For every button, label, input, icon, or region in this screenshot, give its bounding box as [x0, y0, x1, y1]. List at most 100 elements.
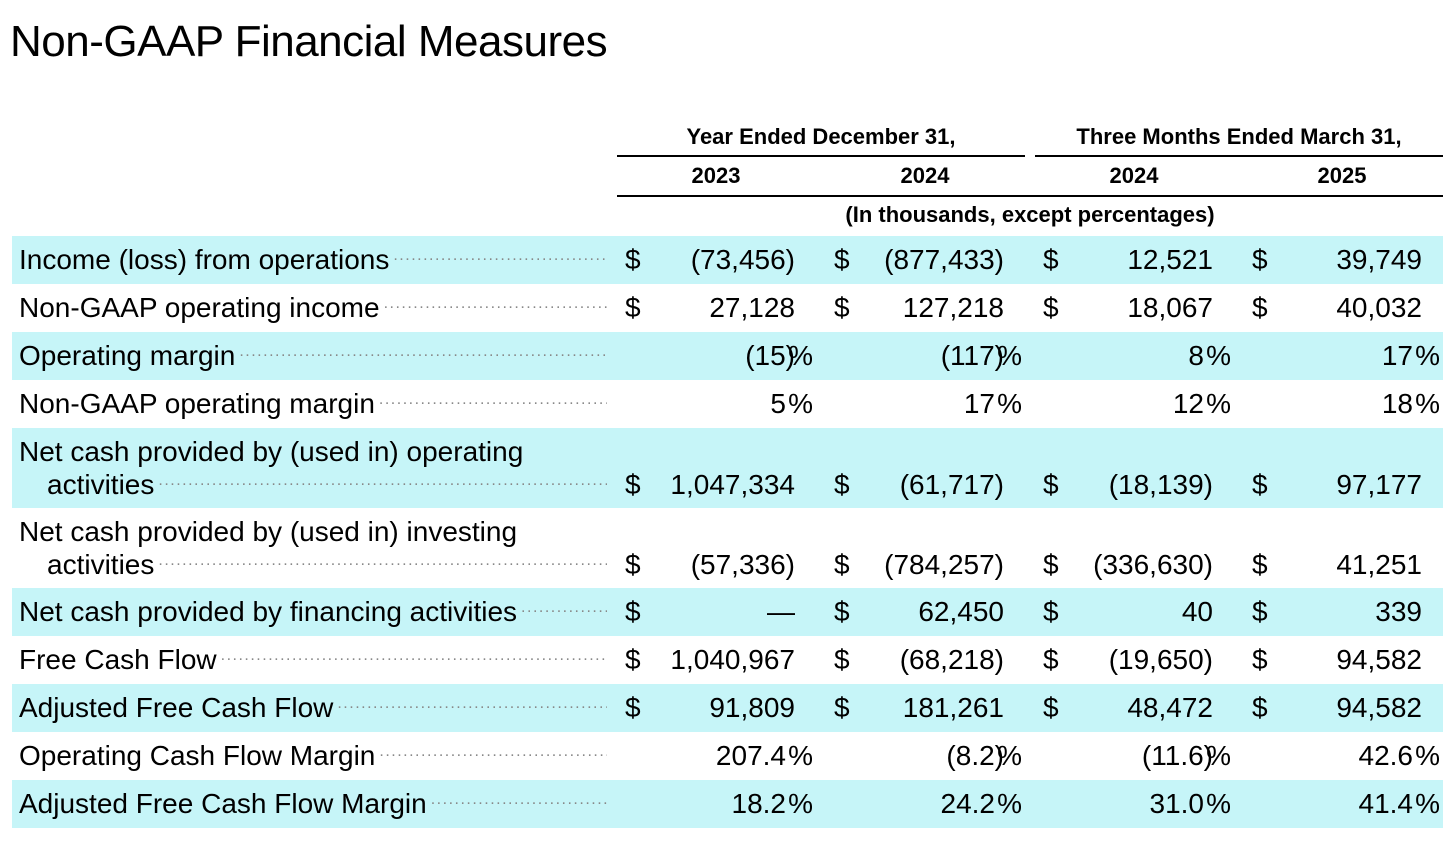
currency-symbol: $ — [834, 469, 850, 500]
cell-value: 40 — [1181, 596, 1213, 627]
percent-sign: % — [788, 788, 813, 819]
year-header: 2023 — [691, 163, 741, 188]
cell-value: 1,040,967 — [670, 644, 795, 675]
currency-symbol: $ — [625, 244, 641, 275]
currency-symbol: $ — [1043, 549, 1059, 580]
cell-value: 94,582 — [1336, 644, 1422, 675]
cell-value: 207.4 — [715, 740, 786, 771]
row-label-text: Net cash provided by (used in) operating… — [19, 436, 523, 500]
row-label-text: Non-GAAP operating income — [19, 292, 380, 323]
row-label: Net cash provided by (used in) operating… — [19, 435, 607, 501]
cell-value: 8 — [1188, 340, 1204, 371]
currency-symbol: $ — [1043, 596, 1059, 627]
table-row: Adjusted Free Cash Flow $91,809 $181,261 $4… — [12, 684, 1443, 732]
year-header: 2025 — [1317, 163, 1367, 188]
currency-symbol: $ — [834, 244, 850, 275]
row-label-text: Operating margin — [19, 340, 235, 371]
header-rule — [617, 195, 1443, 197]
cell-value: 27,128 — [709, 292, 795, 323]
row-label-text: Net cash provided by (used in) investing… — [19, 516, 517, 580]
year-header: 2024 — [1109, 163, 1159, 188]
currency-symbol: $ — [1043, 292, 1059, 323]
cell-value: 24.2 — [940, 788, 996, 819]
row-label: Net cash provided by financing activitie… — [19, 595, 607, 628]
page-title: Non-GAAP Financial Measures — [10, 17, 608, 66]
cell-value: (19,650) — [1108, 644, 1213, 675]
row-label: Adjusted Free Cash Flow Margin — [19, 787, 607, 820]
table-row: Free Cash Flow $1,040,967 $ (68,218) $ (19,65… — [12, 636, 1443, 684]
currency-symbol: $ — [625, 644, 641, 675]
table-row: Net cash provided by (used in) investing… — [12, 508, 1443, 588]
cell-value: 91,809 — [709, 692, 795, 723]
cell-value: 18,067 — [1127, 292, 1213, 323]
cell-value: 1,047,334 — [670, 469, 795, 500]
cell-value: 94,582 — [1336, 692, 1422, 723]
header-rule — [1035, 155, 1443, 157]
currency-symbol: $ — [1252, 292, 1268, 323]
currency-symbol: $ — [834, 596, 850, 627]
percent-sign: % — [1415, 340, 1440, 371]
cell-value: 42.6 — [1358, 740, 1414, 771]
percent-sign: % — [788, 340, 813, 371]
table-row: Operating Cash Flow Margin207.4%(8.2)%(1… — [12, 732, 1443, 780]
row-label: Net cash provided by (used in) investing… — [19, 515, 607, 581]
table-row: Income (loss) from operations $ (73,456) $ (… — [12, 236, 1443, 284]
percent-sign: % — [1415, 388, 1440, 419]
cell-value: (15) — [745, 340, 795, 371]
row-label-text: Net cash provided by financing activitie… — [19, 596, 517, 627]
row-label: Adjusted Free Cash Flow — [19, 691, 607, 724]
cell-value: (68,218) — [899, 644, 1004, 675]
cell-value: (784,257) — [884, 549, 1004, 580]
percent-sign: % — [1415, 740, 1440, 771]
cell-value: 12,521 — [1127, 244, 1213, 275]
cell-value: 5 — [770, 388, 786, 419]
cell-value: 97,177 — [1336, 469, 1422, 500]
row-label: Operating Cash Flow Margin — [19, 739, 607, 772]
cell-value: 12 — [1172, 388, 1204, 419]
row-label-text: Income (loss) from operations — [19, 244, 389, 275]
row-label: Non-GAAP operating income — [19, 291, 607, 324]
table-row: Operating margin(15)%(117)%8%17% — [12, 332, 1443, 380]
cell-value: (61,717) — [899, 469, 1004, 500]
row-label-text: Adjusted Free Cash Flow Margin — [19, 788, 427, 819]
currency-symbol: $ — [834, 292, 850, 323]
cell-value: (11.6) — [1141, 740, 1213, 771]
group-header: Year Ended December 31, — [686, 124, 956, 149]
percent-sign: % — [997, 340, 1022, 371]
currency-symbol: $ — [1043, 692, 1059, 723]
currency-symbol: $ — [625, 549, 641, 580]
percent-sign: % — [788, 740, 813, 771]
currency-symbol: $ — [625, 292, 641, 323]
table-row: Adjusted Free Cash Flow Margin18.2%24.2%… — [12, 780, 1443, 828]
currency-symbol: $ — [1252, 549, 1268, 580]
currency-symbol: $ — [1252, 644, 1268, 675]
currency-symbol: $ — [625, 692, 641, 723]
cell-value: (18,139) — [1108, 469, 1213, 500]
percent-sign: % — [1206, 340, 1231, 371]
cell-value: 62,450 — [918, 596, 1004, 627]
percent-sign: % — [1206, 388, 1231, 419]
header-rule — [617, 155, 1025, 157]
row-label: Operating margin — [19, 339, 607, 372]
row-label-text: Free Cash Flow — [19, 644, 217, 675]
cell-value: 339 — [1375, 596, 1422, 627]
cell-value: 41.4 — [1358, 788, 1414, 819]
cell-value: 48,472 — [1127, 692, 1213, 723]
percent-sign: % — [788, 388, 813, 419]
currency-symbol: $ — [834, 644, 850, 675]
row-label-text: Operating Cash Flow Margin — [19, 740, 375, 771]
row-label: Income (loss) from operations — [19, 243, 607, 276]
currency-symbol: $ — [1252, 469, 1268, 500]
currency-symbol: $ — [1043, 644, 1059, 675]
cell-value: 41,251 — [1336, 549, 1422, 580]
currency-symbol: $ — [625, 469, 641, 500]
cell-value: 18 — [1381, 388, 1413, 419]
cell-value: (336,630) — [1093, 549, 1213, 580]
group-header: Three Months Ended March 31, — [1076, 124, 1402, 149]
cell-value: 127,218 — [902, 292, 1004, 323]
row-label: Free Cash Flow — [19, 643, 607, 676]
cell-value: — — [767, 596, 795, 627]
percent-sign: % — [997, 740, 1022, 771]
cell-value: 40,032 — [1336, 292, 1422, 323]
currency-symbol: $ — [1252, 244, 1268, 275]
